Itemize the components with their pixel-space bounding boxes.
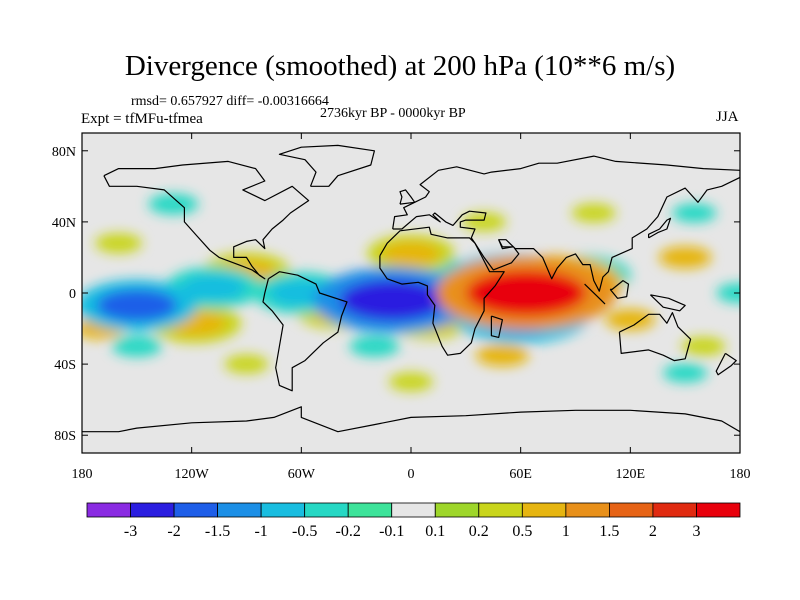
period-label: 2736kyr BP - 0000kyr BP [320,106,466,121]
field-feature [111,335,162,357]
colorbar-label: -0.2 [336,523,361,540]
coastline-borneo [609,280,630,299]
axis-ticks [81,133,741,453]
colorbar-label: -0.1 [379,523,404,540]
y-axis-labels: 80N 40N 0 40S 80S [52,145,76,444]
coastline-antarctica [82,406,740,433]
colorbar-label: -2 [167,523,180,540]
coastline-british-isles [399,189,416,205]
coastline-africa [379,226,505,356]
colorbar-swatch [304,502,349,518]
field-feature [672,203,717,223]
colorbar-swatch [434,502,480,518]
colorbar-label: 0.5 [512,523,532,540]
colorbar-label: -0.5 [292,523,317,540]
field-feature [658,246,712,269]
colorbar-label: -1 [254,523,267,540]
coastline-madagascar [490,315,503,338]
x-axis-label: 120E [616,467,646,482]
field-feature [716,283,740,303]
colorbar-label: 0.1 [425,523,445,540]
colorbar-swatch [652,502,697,518]
field-feature [224,354,269,374]
colorbar-swatch [130,502,175,518]
stats-line: rmsd= 0.657927 diff= -0.00316664 [131,94,329,109]
field-feature [349,335,400,357]
x-axis-labels: 180 120W 60W 0 60E 120E 180 [72,467,751,482]
field-feature [461,212,507,232]
colorbar-swatch [391,502,436,518]
coastline-new-guinea [649,294,686,312]
field-feature [381,241,441,266]
y-axis-label: 40S [54,358,76,373]
y-axis-label: 80N [52,145,76,160]
colorbar-swatch [86,502,131,518]
colorbar-swatch [478,502,523,518]
field-feature [681,336,726,356]
field-feature [388,372,434,392]
colorbar-swatch [521,502,567,518]
colorbar-label: 0.2 [469,523,489,540]
coastline-japan [647,217,672,239]
field-feature [181,274,246,301]
field-feature [605,309,656,331]
colorbar-swatch [347,502,393,518]
x-axis-label: 0 [408,467,415,482]
field-feature [571,203,616,223]
coastline-south-america [262,271,348,392]
colorbar: -3 -2 -1.5 -1 -0.5 -0.2 -0.1 0.1 0.2 0.5 1 1.5 2 3 [86,502,741,540]
coastlines [82,144,740,433]
colorbar-label: 1 [562,523,570,540]
x-axis-label: 180 [72,467,93,482]
x-axis-label: 180 [730,467,751,482]
colorbar-swatch [696,502,741,518]
colorbar-label: -3 [124,523,137,540]
y-axis-label: 40N [52,216,76,231]
coastline-new-zealand [715,352,737,376]
field-feature [339,279,446,321]
x-axis-label: 60W [288,467,316,482]
colorbar-label: 3 [692,523,700,540]
y-axis-label: 80S [54,429,76,444]
x-axis-label: 60E [509,467,532,482]
field-feature [96,289,178,322]
coastline-sumatra [584,283,606,305]
colorbar-swatch [173,502,219,518]
coastline-greenland [278,144,375,187]
coastline-north-america [103,160,310,280]
experiment-label: Expt = tfMFu-tfmea [81,111,203,127]
colorbar-label: 1.5 [599,523,619,540]
plot-title: Divergence (smoothed) at 200 hPa (10**6 … [124,50,676,82]
season-label: JJA [716,109,739,125]
coastline-australia [618,312,692,362]
colorbar-swatch [565,502,610,518]
field-feature [148,193,199,215]
colorbar-label: 2 [649,523,657,540]
coastline-arabia-gulf [498,239,514,248]
coastline-eurasia [392,155,740,292]
colorbar-label: -1.5 [205,523,230,540]
colorbar-swatch [609,502,654,518]
colorbar-swatch [260,502,306,518]
field-feature [475,344,529,367]
y-axis-label: 0 [69,287,76,302]
divergence-field [82,133,740,453]
x-axis-label: 120W [175,467,210,482]
field-feature [662,363,708,383]
colorbar-swatch [217,502,262,518]
field-feature [94,233,143,254]
field-feature [466,270,587,316]
